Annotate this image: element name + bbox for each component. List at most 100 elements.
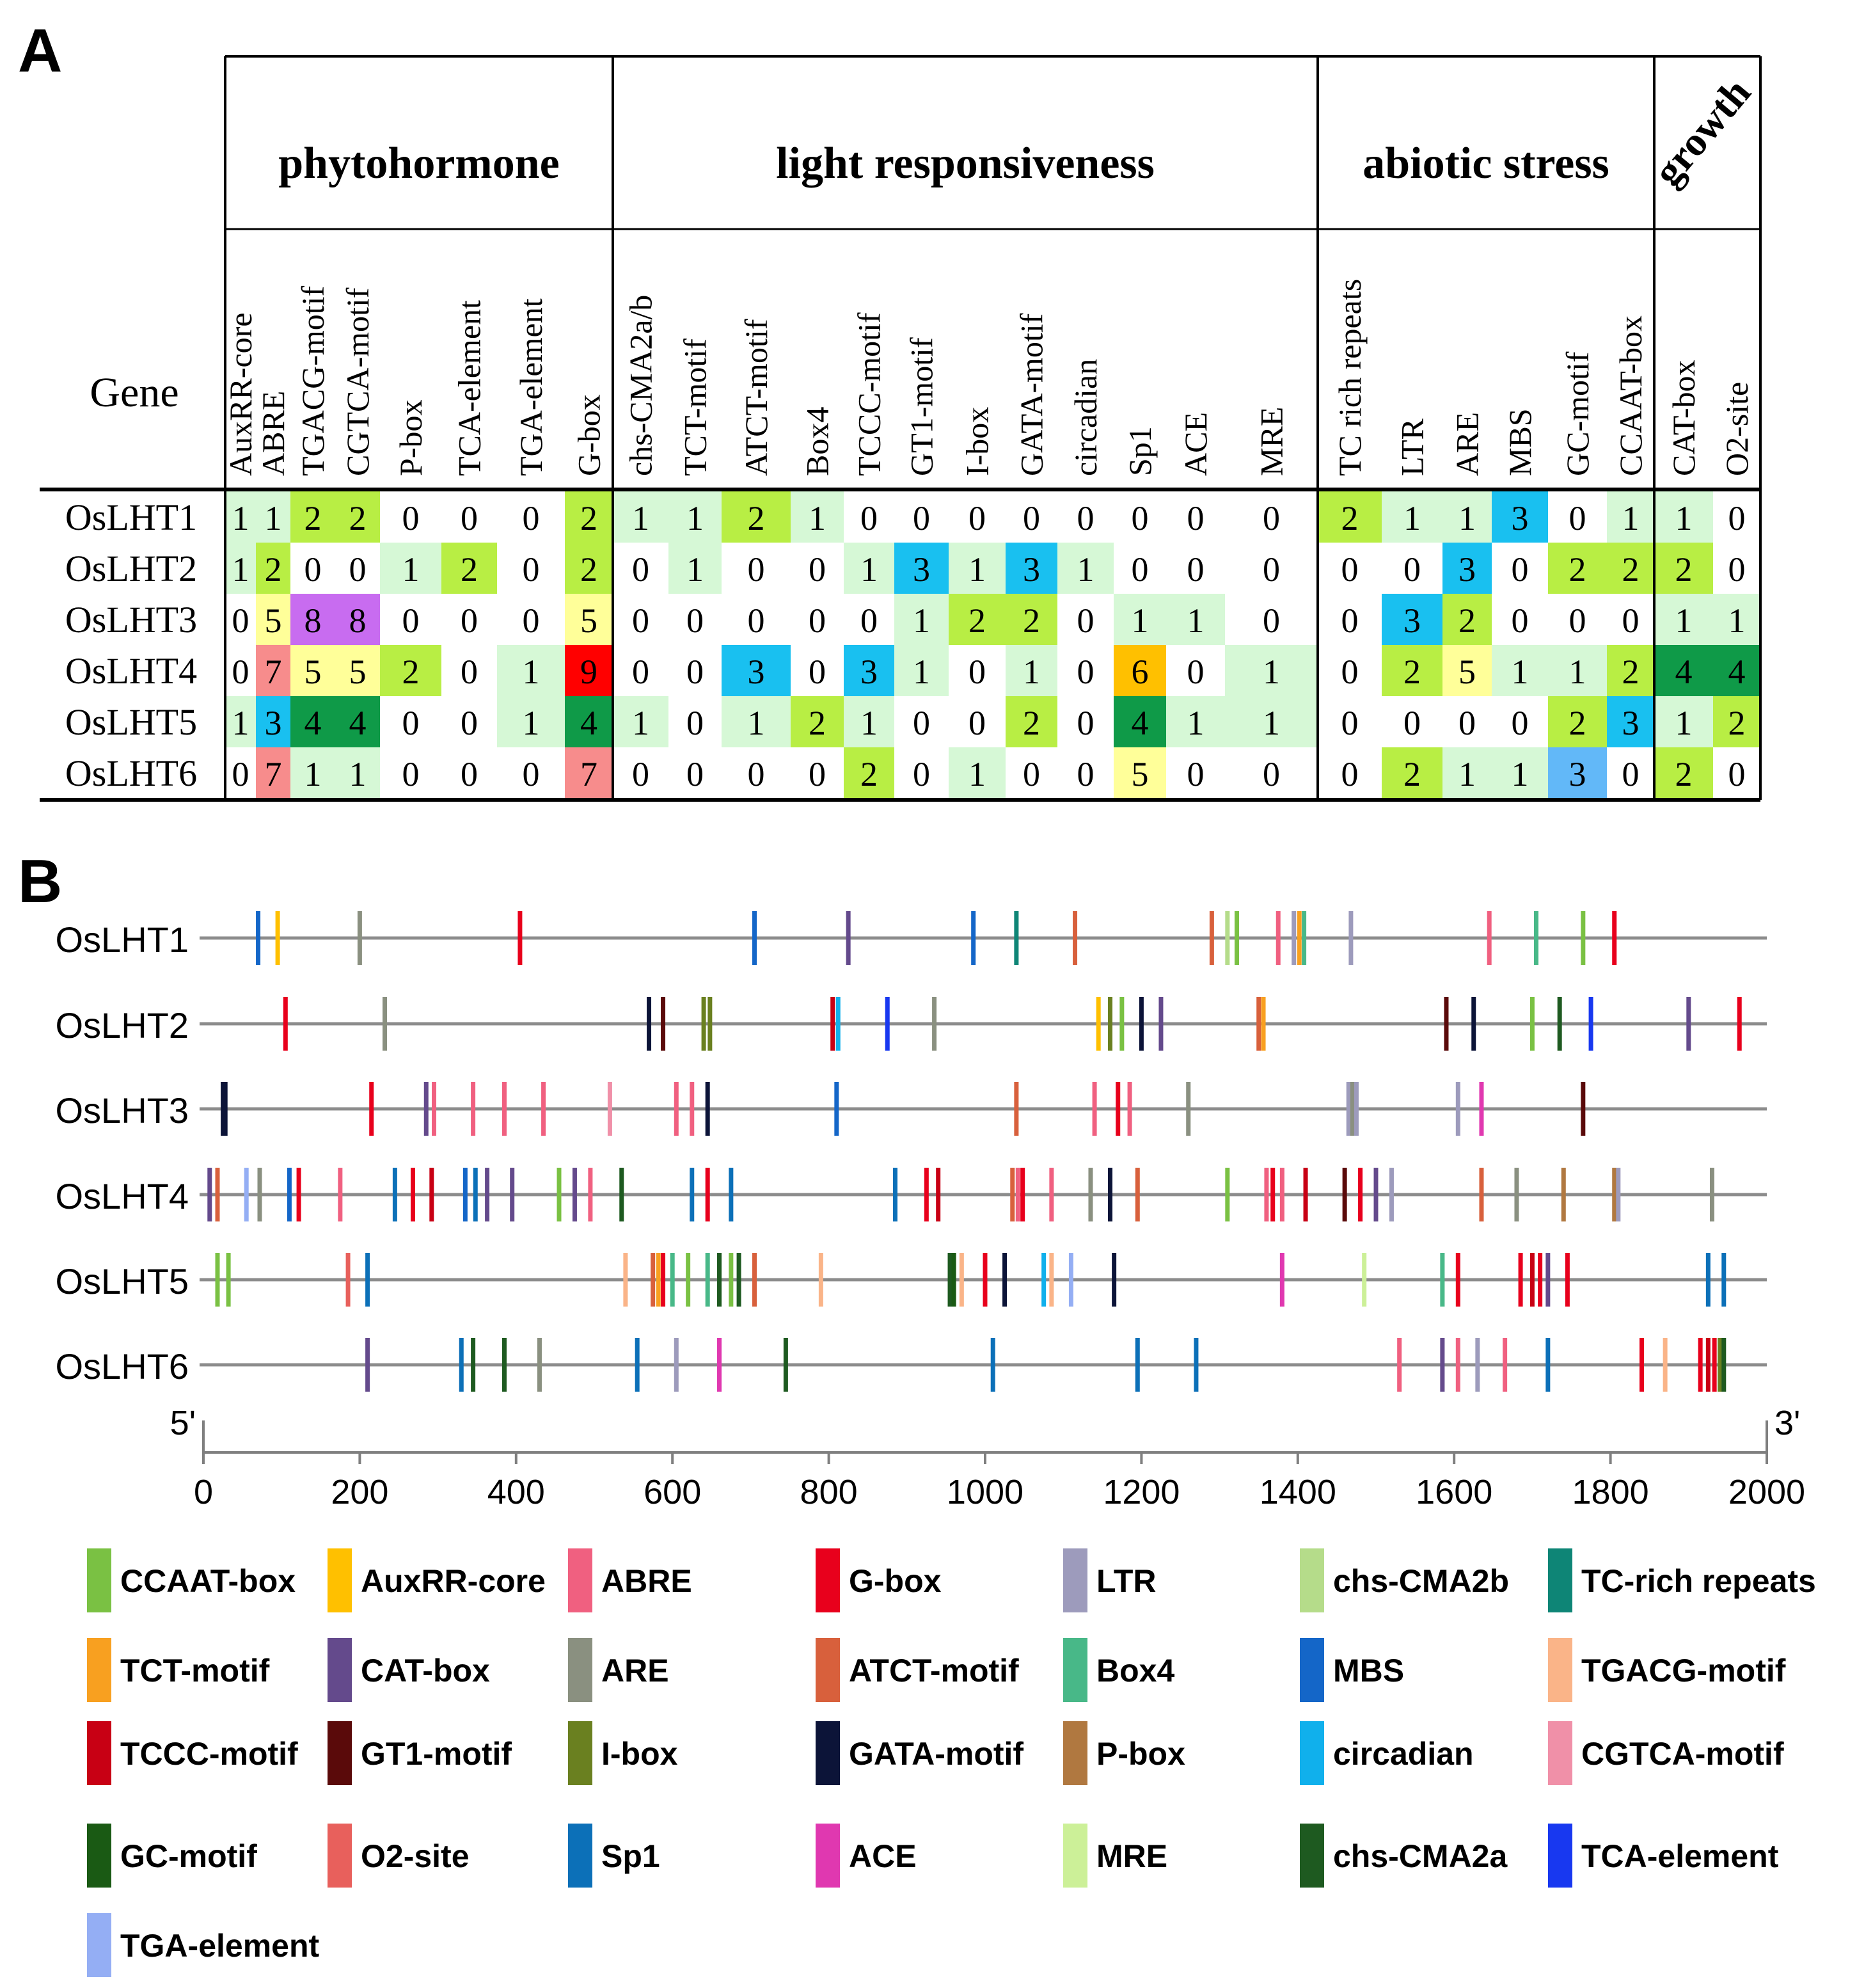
marker-oslht6-chs-cma2a bbox=[471, 1338, 476, 1392]
x-tick-label-1200: 1200 bbox=[1103, 1473, 1180, 1511]
marker-oslht6-chs-cma2a bbox=[502, 1338, 507, 1392]
cell-oslht1-ltr-fill bbox=[1382, 491, 1442, 543]
cell-oslht3-are-fill bbox=[1442, 594, 1492, 645]
x-tick-label-400: 400 bbox=[487, 1473, 545, 1511]
marker-oslht2-ccaat-box bbox=[1529, 997, 1535, 1051]
marker-oslht5-cat-box bbox=[1545, 1253, 1551, 1307]
cell-oslht6-tc-rich-repeats: 0 bbox=[1341, 755, 1359, 793]
marker-oslht2-auxrr-core bbox=[1096, 997, 1101, 1051]
marker-oslht1-atct-motif bbox=[1073, 911, 1078, 965]
cell-oslht1-p-box: 0 bbox=[402, 499, 420, 537]
marker-oslht4-ccaat-box bbox=[557, 1168, 562, 1221]
column-label-p-box: P-box bbox=[393, 400, 429, 476]
cell-oslht3-tgacg-motif-fill bbox=[290, 594, 335, 645]
cell-oslht4-tct-motif: 0 bbox=[686, 653, 704, 691]
marker-oslht6-tccc-motif bbox=[1705, 1338, 1711, 1392]
cell-oslht3-mre: 0 bbox=[1263, 601, 1280, 640]
cell-oslht5-i-box: 0 bbox=[968, 704, 986, 742]
marker-oslht6-sp1 bbox=[990, 1338, 995, 1392]
cell-oslht3-ccaat-box: 0 bbox=[1622, 601, 1640, 640]
cell-oslht3-g-box-fill bbox=[565, 594, 613, 645]
cell-oslht6-gata-motif: 0 bbox=[1023, 755, 1040, 793]
cell-oslht3-p-box: 0 bbox=[402, 601, 420, 640]
column-label-ltr: LTR bbox=[1395, 418, 1430, 476]
marker-oslht3-cat-box bbox=[423, 1082, 429, 1136]
marker-oslht5-tgacg-motif bbox=[959, 1253, 964, 1307]
cell-oslht6-box4: 0 bbox=[809, 755, 826, 793]
cell-oslht6-cgtca-motif-fill bbox=[335, 747, 380, 799]
cell-oslht2-p-box: 1 bbox=[402, 550, 420, 589]
cell-oslht5-atct-motif: 1 bbox=[748, 704, 765, 742]
cell-oslht5-g-box-fill bbox=[565, 696, 613, 747]
marker-oslht4-are bbox=[257, 1168, 262, 1221]
marker-oslht5-ccaat-box bbox=[215, 1253, 220, 1307]
cell-oslht1-cgtca-motif: 2 bbox=[349, 499, 367, 537]
marker-oslht2-tct-motif bbox=[1261, 997, 1266, 1051]
cell-oslht5-ccaat-box: 3 bbox=[1622, 704, 1640, 742]
cell-oslht4-mre-fill bbox=[1225, 645, 1318, 696]
marker-oslht5-o2-site bbox=[345, 1253, 351, 1307]
cell-oslht4-cgtca-motif-fill bbox=[335, 645, 380, 696]
marker-oslht3-abre bbox=[1127, 1082, 1132, 1136]
cell-oslht4-tgacg-motif: 5 bbox=[304, 653, 322, 691]
marker-oslht4-mbs bbox=[462, 1168, 468, 1221]
cell-oslht3-tga-element: 0 bbox=[523, 601, 540, 640]
marker-oslht5-g-box bbox=[661, 1253, 666, 1307]
column-label-tga-element: TGA-element bbox=[513, 298, 549, 476]
cell-oslht5-tccc-motif: 1 bbox=[860, 704, 878, 742]
legend-swatch-are bbox=[568, 1638, 592, 1702]
marker-oslht3-gata-motif bbox=[221, 1082, 226, 1136]
cell-oslht3-o2-site-fill bbox=[1713, 594, 1760, 645]
cell-oslht6-o2-site: 0 bbox=[1728, 755, 1746, 793]
x-tick-label-600: 600 bbox=[644, 1473, 701, 1511]
cell-oslht6-mre: 0 bbox=[1263, 755, 1280, 793]
cell-oslht1-mbs-fill bbox=[1492, 491, 1548, 543]
marker-oslht3-ace bbox=[1479, 1082, 1484, 1136]
column-label-circadian: circadian bbox=[1068, 359, 1103, 476]
legend-label-o2-site: O2-site bbox=[361, 1838, 470, 1874]
marker-oslht4-ccaat-box bbox=[1225, 1168, 1230, 1221]
marker-oslht4-cat-box bbox=[485, 1168, 490, 1221]
cell-oslht5-gata-motif-fill bbox=[1006, 696, 1057, 747]
legend-label-auxrr-core: AuxRR-core bbox=[361, 1563, 546, 1599]
column-label-sp1: Sp1 bbox=[1122, 426, 1158, 476]
legend-swatch-mbs bbox=[1300, 1638, 1324, 1702]
cell-oslht2-tca-element: 2 bbox=[461, 550, 478, 589]
cell-oslht5-gc-motif-fill bbox=[1548, 696, 1607, 747]
marker-oslht5-g-box bbox=[1565, 1253, 1570, 1307]
cell-oslht4-gc-motif-fill bbox=[1548, 645, 1607, 696]
marker-oslht1-tc-rich-repeats bbox=[1014, 911, 1019, 965]
marker-oslht5-tga-element bbox=[1068, 1253, 1073, 1307]
marker-oslht2-i-box bbox=[1108, 997, 1113, 1051]
cell-oslht1-mre: 0 bbox=[1263, 499, 1280, 537]
marker-oslht6-i-box bbox=[1718, 1338, 1723, 1392]
marker-oslht6-are bbox=[537, 1338, 542, 1392]
cell-oslht1-tct-motif-fill bbox=[668, 491, 722, 543]
cell-oslht2-o2-site: 0 bbox=[1728, 550, 1746, 589]
marker-oslht6-abre bbox=[1397, 1338, 1402, 1392]
cell-oslht2-tct-motif: 1 bbox=[686, 550, 704, 589]
marker-oslht4-g-box bbox=[705, 1168, 710, 1221]
marker-oslht2-gt1-motif bbox=[1444, 997, 1449, 1051]
column-label-cat-box: CAT-box bbox=[1666, 360, 1702, 476]
cell-oslht6-ltr-fill bbox=[1382, 747, 1442, 799]
marker-oslht1-ccaat-box bbox=[1581, 911, 1586, 965]
marker-oslht3-are bbox=[1186, 1082, 1191, 1136]
legend-label-tc-rich-repeats: TC-rich repeats bbox=[1581, 1563, 1816, 1599]
legend-swatch-mre bbox=[1063, 1824, 1087, 1888]
marker-oslht4-sp1 bbox=[892, 1168, 897, 1221]
marker-oslht4-sp1 bbox=[729, 1168, 734, 1221]
cell-oslht2-mre: 0 bbox=[1263, 550, 1280, 589]
marker-oslht3-ltr bbox=[1455, 1082, 1460, 1136]
column-label-mbs: MBS bbox=[1502, 408, 1538, 476]
cell-oslht5-abre-fill bbox=[256, 696, 290, 747]
cell-oslht4-o2-site: 4 bbox=[1728, 653, 1746, 691]
marker-oslht5-tgacg-motif bbox=[623, 1253, 628, 1307]
marker-oslht1-cat-box bbox=[846, 911, 851, 965]
marker-oslht6-sp1 bbox=[1135, 1338, 1140, 1392]
cell-oslht3-box4: 0 bbox=[809, 601, 826, 640]
cell-oslht2-tct-motif-fill bbox=[668, 543, 722, 594]
marker-oslht6-abre bbox=[1455, 1338, 1460, 1392]
marker-oslht4-abre bbox=[1264, 1168, 1269, 1221]
